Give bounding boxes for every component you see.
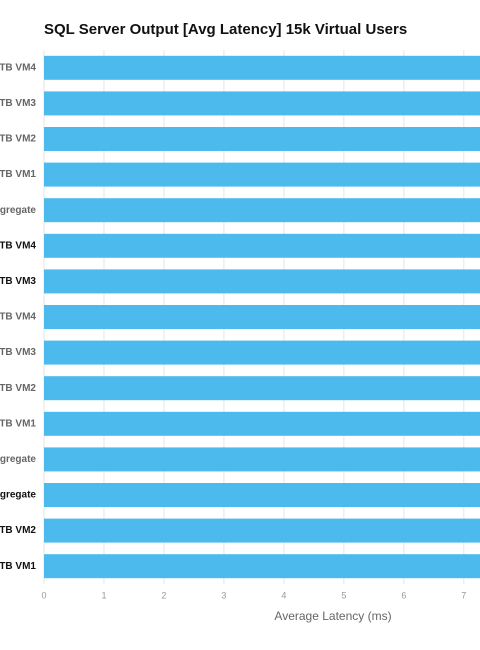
y-tick-label: gregate bbox=[0, 490, 36, 501]
x-tick-label: 4 bbox=[281, 590, 286, 600]
bar bbox=[44, 554, 480, 579]
bar bbox=[44, 483, 480, 507]
x-tick-label: 0 bbox=[41, 590, 46, 600]
bar bbox=[44, 376, 480, 401]
bar bbox=[44, 340, 480, 365]
bar bbox=[44, 305, 480, 329]
y-tick-label: TB VM4 bbox=[0, 312, 36, 323]
y-tick-label: TB VM4 bbox=[0, 240, 36, 251]
bar bbox=[44, 269, 480, 294]
x-axis-label: Average Latency (ms) bbox=[274, 609, 391, 623]
bar bbox=[44, 518, 480, 543]
bar bbox=[44, 233, 480, 258]
bar bbox=[44, 411, 480, 436]
x-tick-label: 6 bbox=[401, 590, 406, 600]
bar bbox=[44, 55, 480, 80]
x-tick-label: 7 bbox=[461, 590, 466, 600]
bar bbox=[44, 127, 480, 151]
bar bbox=[44, 198, 480, 223]
bar bbox=[44, 91, 480, 116]
y-tick-label: TB VM1 bbox=[0, 418, 36, 429]
x-tick-label: 1 bbox=[101, 590, 106, 600]
x-tick-label: 3 bbox=[221, 590, 226, 600]
y-tick-label: TB VM1 bbox=[0, 561, 36, 572]
y-tick-label: TB VM3 bbox=[0, 276, 36, 287]
y-tick-label: TB VM1 bbox=[0, 169, 36, 180]
y-tick-label: TB VM3 bbox=[0, 347, 36, 358]
y-tick-label: TB VM3 bbox=[0, 98, 36, 109]
y-tick-label: TB VM4 bbox=[0, 62, 36, 73]
y-tick-label: gregate bbox=[0, 454, 36, 465]
bar bbox=[44, 447, 480, 472]
y-tick-label: TB VM2 bbox=[0, 134, 36, 145]
bar bbox=[44, 162, 480, 187]
y-tick-label: TB VM2 bbox=[0, 383, 36, 394]
x-tick-label: 2 bbox=[161, 590, 166, 600]
y-tick-label: gregate bbox=[0, 205, 36, 216]
x-tick-label: 5 bbox=[341, 590, 346, 600]
chart-title: SQL Server Output [Avg Latency] 15k Virt… bbox=[44, 21, 407, 38]
y-tick-label: TB VM2 bbox=[0, 525, 36, 536]
